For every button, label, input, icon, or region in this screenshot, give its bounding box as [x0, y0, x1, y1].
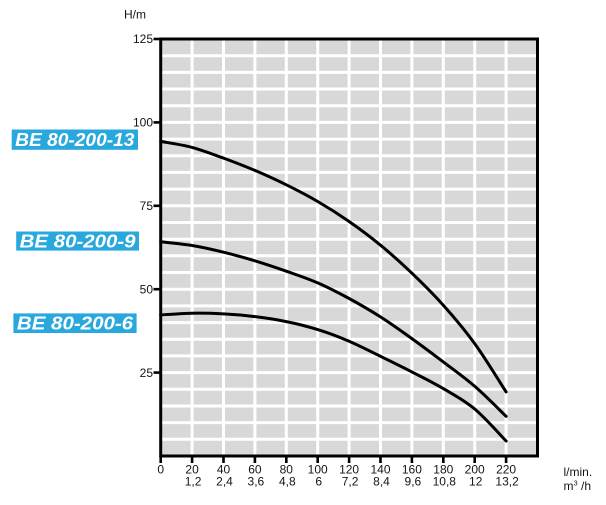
- svg-text:50: 50: [140, 282, 154, 296]
- svg-text:0: 0: [157, 463, 164, 477]
- svg-text:180: 180: [433, 463, 453, 477]
- svg-text:100: 100: [308, 463, 328, 477]
- svg-text:6: 6: [315, 475, 322, 489]
- svg-text:H/m: H/m: [124, 8, 146, 22]
- svg-text:BE 80-200-6: BE 80-200-6: [17, 314, 134, 334]
- svg-text:200: 200: [465, 463, 485, 477]
- svg-text:BE 80-200-9: BE 80-200-9: [20, 231, 136, 251]
- svg-text:125: 125: [133, 32, 153, 46]
- svg-text:40: 40: [217, 463, 231, 477]
- svg-text:120: 120: [339, 463, 359, 477]
- svg-text:80: 80: [280, 463, 294, 477]
- svg-text:75: 75: [140, 199, 154, 213]
- svg-text:60: 60: [248, 463, 262, 477]
- svg-text:13,2: 13,2: [495, 475, 519, 489]
- svg-text:1,2: 1,2: [185, 475, 202, 489]
- svg-text:3,6: 3,6: [248, 475, 265, 489]
- svg-text:9,6: 9,6: [405, 475, 422, 489]
- svg-text:4,8: 4,8: [279, 475, 296, 489]
- svg-text:12: 12: [469, 475, 483, 489]
- svg-text:m3 /h: m3 /h: [564, 479, 592, 494]
- svg-text:8,4: 8,4: [373, 475, 390, 489]
- svg-text:25: 25: [140, 366, 154, 380]
- svg-text:7,2: 7,2: [342, 475, 359, 489]
- svg-text:2,4: 2,4: [216, 475, 233, 489]
- svg-text:160: 160: [402, 463, 422, 477]
- svg-text:l/min.: l/min.: [564, 465, 593, 479]
- svg-text:BE 80-200-13: BE 80-200-13: [15, 130, 134, 150]
- svg-text:140: 140: [370, 463, 390, 477]
- svg-text:220: 220: [496, 463, 516, 477]
- svg-text:10,8: 10,8: [433, 475, 457, 489]
- svg-text:100: 100: [133, 116, 153, 130]
- svg-text:20: 20: [185, 463, 199, 477]
